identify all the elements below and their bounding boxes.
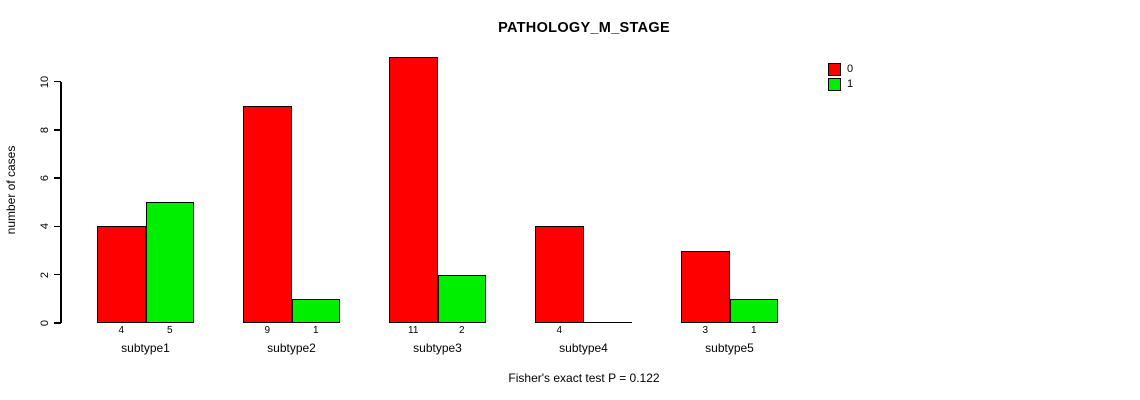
- bar-count-label: 4: [118, 325, 125, 336]
- y-tick-label: 8: [39, 126, 51, 133]
- bar-count-label: 2: [458, 325, 465, 336]
- legend-swatch: [828, 78, 841, 91]
- bar-count-label: 9: [264, 325, 271, 336]
- legend-label: 1: [847, 78, 854, 90]
- bar-count-label: 5: [166, 325, 173, 336]
- y-tick-label: 4: [39, 223, 51, 230]
- bar-count-label: 11: [408, 325, 419, 336]
- annotation-text: Fisher's exact test P = 0.122: [508, 371, 660, 385]
- y-axis-line: [60, 81, 62, 323]
- bar: [681, 250, 730, 323]
- y-axis-tick: [54, 80, 61, 83]
- bar-count-label: 1: [312, 325, 319, 336]
- bar: [243, 105, 292, 323]
- y-tick-label: 6: [39, 175, 51, 182]
- bar: [437, 274, 486, 323]
- y-axis-tick: [54, 273, 61, 276]
- y-axis-tick: [54, 129, 61, 131]
- bar: [97, 226, 146, 323]
- category-label: subtype4: [559, 341, 608, 355]
- legend-swatch: [828, 63, 841, 76]
- bar-count-label: 3: [702, 325, 709, 336]
- y-tick-label: 2: [39, 271, 51, 278]
- bar: [291, 298, 340, 323]
- y-axis-label: number of cases: [4, 145, 18, 235]
- y-tick-label: 0: [39, 319, 51, 327]
- bar-count-label: 4: [556, 325, 563, 336]
- bar-count-label: 1: [750, 325, 757, 336]
- y-axis-tick: [54, 177, 61, 179]
- bar: [145, 202, 194, 323]
- legend-label: 0: [847, 63, 854, 75]
- bar: [535, 226, 584, 323]
- y-axis-tick: [54, 322, 61, 324]
- category-label: subtype2: [267, 341, 316, 355]
- category-label: subtype5: [705, 341, 754, 355]
- bar: [729, 298, 778, 323]
- y-axis-tick: [54, 225, 61, 228]
- bar-zero: [583, 321, 632, 323]
- chart-title: PATHOLOGY_M_STAGE: [498, 20, 670, 36]
- category-label: subtype3: [413, 341, 462, 355]
- category-label: subtype1: [121, 341, 170, 355]
- bar: [389, 57, 438, 323]
- y-tick-label: 10: [39, 75, 51, 88]
